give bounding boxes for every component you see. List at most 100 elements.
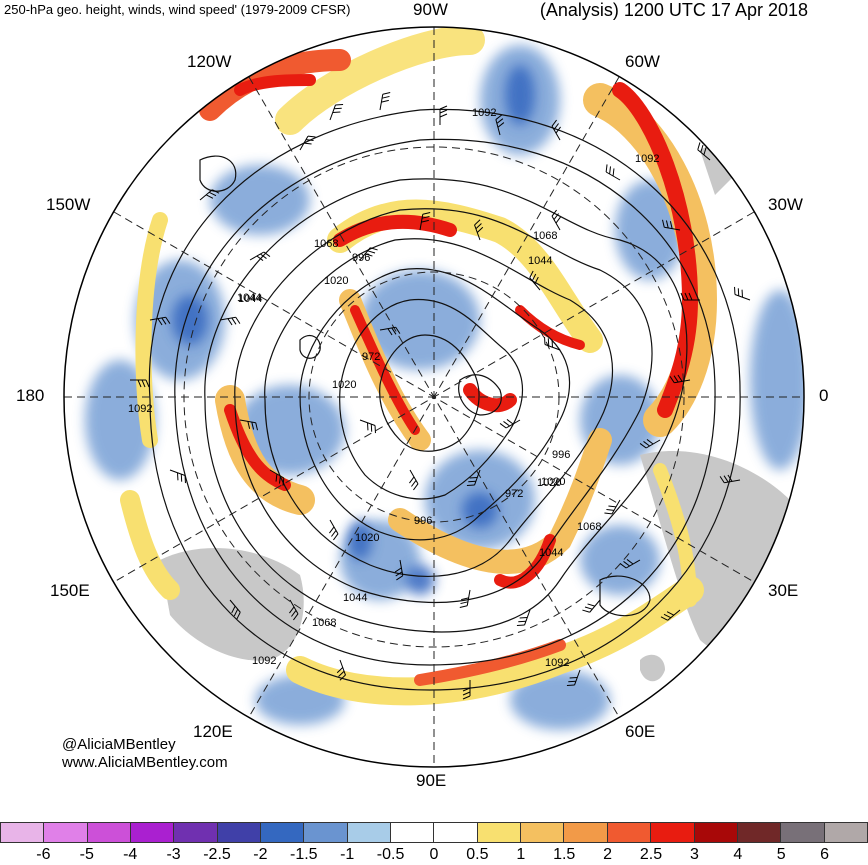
colorbar-tick-label: 5: [776, 846, 786, 863]
contour-label: 996: [552, 449, 570, 461]
lon-label-30e: 30E: [768, 581, 799, 600]
contour-label: 1068: [533, 230, 557, 242]
credit-website[interactable]: www.AliciaMBentley.com: [62, 754, 228, 771]
wind-barb: [582, 599, 601, 613]
wind-barb: [130, 379, 150, 388]
wind-barb: [289, 599, 299, 621]
graticule: [64, 27, 804, 767]
contour-label: 1092: [128, 403, 152, 415]
contour-label: 1020: [332, 379, 356, 391]
contour-label: 972: [362, 351, 380, 363]
wind-barb: [269, 469, 285, 486]
colorbar-swatch: [780, 822, 825, 843]
colorbar-tick-label: 2: [603, 846, 613, 863]
negative-anomaly-dark: [172, 65, 535, 595]
wind-barb: [516, 609, 531, 626]
lon-label-60e: 60E: [625, 722, 656, 741]
colorbar-swatch: [86, 822, 132, 843]
colorbar-tick-label: -1.5: [290, 846, 318, 863]
map-title: 250-hPa geo. height, winds, wind speed' …: [4, 2, 351, 17]
wind-barb: [734, 286, 751, 301]
colorbar-swatch: [346, 822, 392, 843]
colorbar-swatch: [476, 822, 522, 843]
colorbar-tick-label: -2.5: [203, 846, 231, 863]
colorbar-swatch: [173, 822, 218, 843]
contour-label: 1044: [238, 293, 262, 305]
lon-label-90w: 90W: [413, 0, 448, 19]
wind-barb: [697, 142, 711, 161]
contour-label: 1020: [541, 476, 565, 488]
wind-barb: [359, 247, 378, 261]
colorbar-swatch: [260, 822, 305, 843]
wind-barb: [605, 164, 621, 181]
height-contours: [148, 108, 741, 691]
wind-barb: [394, 559, 404, 581]
colorbar-tick-label: 3: [689, 846, 699, 863]
contour-label: 1020: [324, 275, 348, 287]
colorbar-swatch: [130, 822, 175, 843]
colorbar-tick-label: 0: [429, 846, 439, 863]
colorbar-tick-label: -0.5: [376, 846, 405, 863]
colorbar-tick-label: -4: [123, 846, 138, 863]
wind-barb: [529, 270, 541, 291]
wind-barb: [379, 92, 391, 111]
colorbar-tick-label: 6: [820, 846, 830, 863]
contour-label: 1044: [343, 592, 367, 604]
colorbar-tick-label: -6: [36, 846, 51, 863]
wind-barb: [495, 114, 505, 136]
lon-label-90e: 90E: [416, 771, 447, 790]
contour-label: 1092: [252, 655, 276, 667]
contour-label: 1020: [355, 532, 379, 544]
contour-label: 1068: [312, 617, 336, 629]
wind-barb: [409, 469, 419, 491]
contour-label: 1020: [537, 477, 561, 489]
lon-label-60w: 60W: [625, 52, 660, 71]
contour-label: 1044: [539, 547, 563, 559]
colorbar-swatch: [0, 822, 45, 843]
colorbar-swatch: [43, 822, 88, 843]
analysis-time: (Analysis) 1200 UTC 17 Apr 2018: [539, 0, 808, 20]
lon-label-0: 0: [819, 386, 829, 405]
colorbar-tick-label: -2: [253, 846, 268, 863]
wind-barb: [359, 419, 376, 434]
lon-label-120e: 120E: [193, 722, 233, 741]
contour-label: 1092: [472, 107, 496, 119]
wind-barb: [551, 209, 561, 231]
wind-barb: [379, 326, 401, 336]
wind-barb: [619, 559, 641, 569]
colorbar-tick-label: 2.5: [639, 846, 663, 863]
colorbar-tick-label: 0.5: [466, 846, 489, 863]
positive-anomaly-shading: [120, 27, 718, 706]
lon-label-30w: 30W: [768, 195, 803, 214]
wind-barb: [219, 316, 241, 326]
lon-label-120w: 120W: [187, 52, 232, 71]
colorbar-swatch: [736, 822, 782, 843]
lon-label-150w: 150W: [46, 195, 91, 214]
wind-barb: [466, 469, 481, 486]
colorbar-tick-label: 4: [733, 846, 743, 863]
colorbar-swatch: [390, 822, 435, 843]
map-border: [63, 26, 805, 768]
colorbar-tick-label: -3: [166, 846, 181, 863]
contour-label-group: 1092 1092 1068 1068 1044 1044 996 1020 1…: [128, 107, 659, 669]
polar-map: 1092 1092 1068 1068 1044 1044 996 1020 1…: [63, 26, 805, 768]
contour-label: 1044: [237, 292, 261, 304]
colorbar-swatch: [606, 822, 652, 843]
wind-barb: [474, 219, 484, 241]
colorbar-swatch: [693, 822, 738, 843]
contour-label: 1044: [528, 255, 552, 267]
colorbar-tick-label: -5: [79, 846, 94, 863]
wind-barb: [199, 189, 220, 201]
colorbar: [0, 822, 868, 843]
wind-barb: [669, 374, 691, 384]
colorbar-swatch: [433, 822, 478, 843]
wind-barb: [566, 669, 581, 686]
contour-label: 996: [414, 515, 432, 527]
wind-barb: [239, 419, 258, 431]
colorbar-tick-label: 1.5: [553, 846, 576, 863]
colorbar-tick-label: 1: [516, 846, 526, 863]
wind-barb: [439, 105, 448, 125]
colorbar-swatch: [823, 822, 868, 843]
lon-label-180: 180: [16, 386, 45, 405]
colorbar-swatch: [303, 822, 348, 843]
